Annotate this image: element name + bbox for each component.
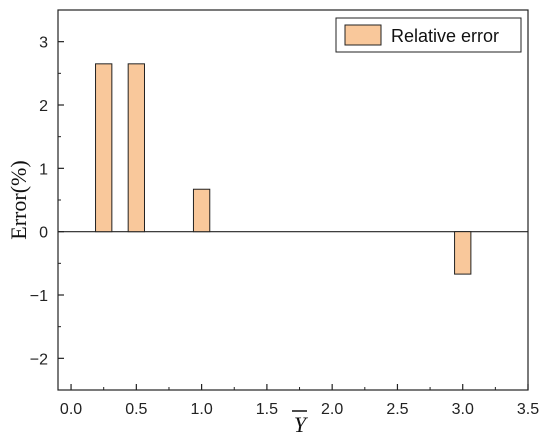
y-tick-label-0: −2 (30, 351, 48, 368)
x-tick-label-4: 2.0 (321, 401, 343, 418)
x-tick-label-6: 3.0 (452, 401, 474, 418)
legend-swatch (344, 24, 382, 46)
x-tick-label-3: 1.5 (256, 401, 278, 418)
bar-2 (192, 188, 211, 233)
y-axis-title: Error(%) (6, 160, 31, 239)
bar-3 (454, 231, 472, 275)
y-tick-label-5: 3 (39, 35, 48, 52)
x-tick-label-7: 3.5 (517, 401, 539, 418)
bar-0 (95, 63, 113, 233)
y-tick-label-2: 0 (39, 225, 48, 242)
legend: Relative error (335, 17, 522, 53)
y-tick-label-4: 2 (39, 98, 48, 115)
x-tick-label-5: 2.5 (386, 401, 408, 418)
x-tick-label-2: 1.0 (190, 401, 212, 418)
x-axis-title: Y (292, 410, 309, 437)
y-tick-label-3: 1 (39, 161, 48, 178)
x-tick-label-1: 0.5 (125, 401, 147, 418)
bar-1 (127, 63, 145, 233)
y-tick-label-1: −1 (30, 288, 48, 305)
x-axis-title-text: Y (294, 412, 309, 437)
x-tick-label-0: 0.0 (60, 401, 82, 418)
legend-label: Relative error (391, 26, 499, 46)
